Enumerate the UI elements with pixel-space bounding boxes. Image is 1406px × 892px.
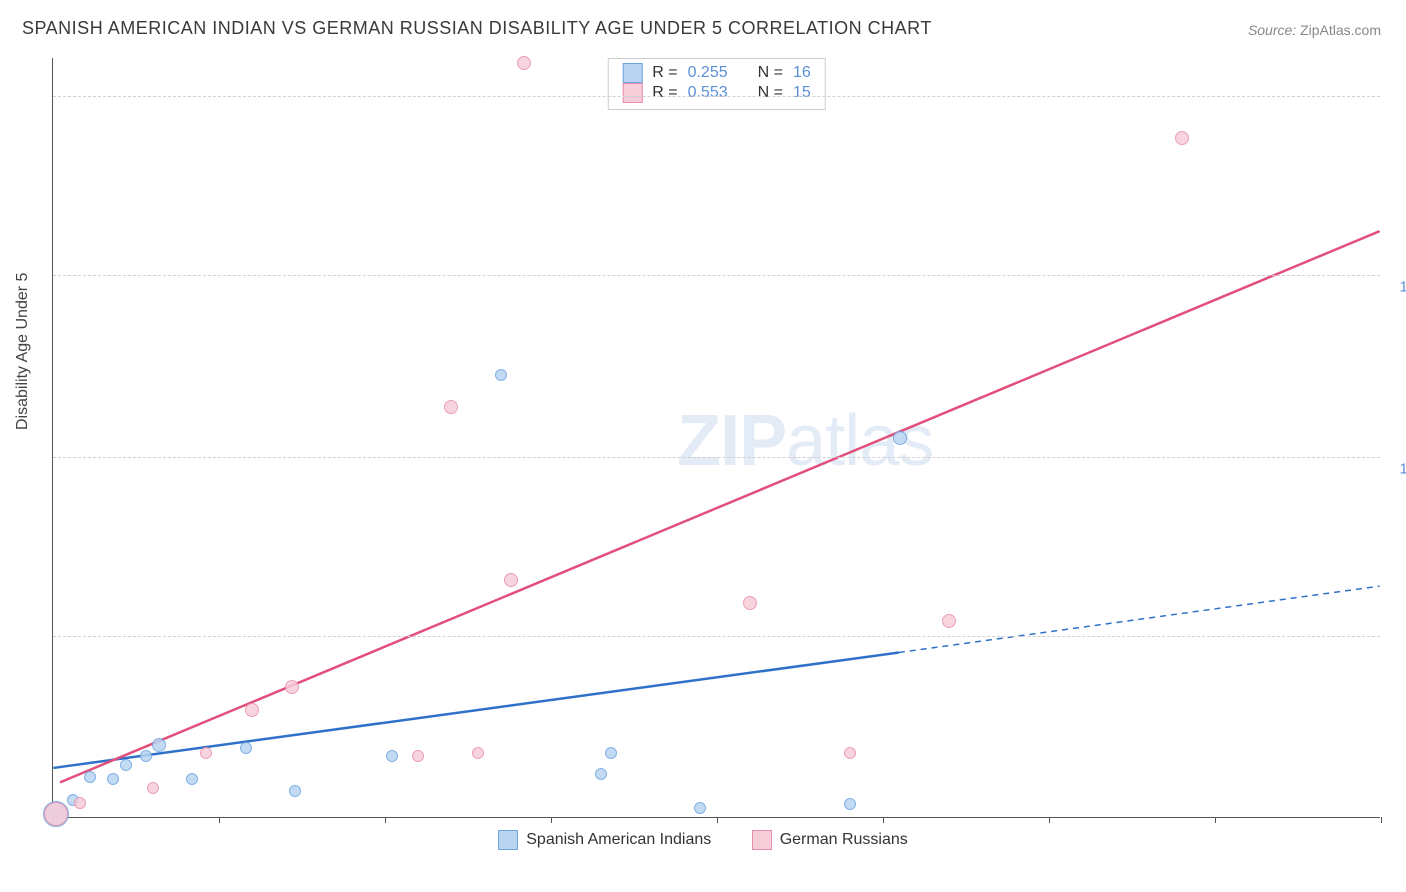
source-label: Source: <box>1248 22 1296 38</box>
data-point <box>386 750 398 762</box>
legend-swatch-1 <box>752 830 772 850</box>
r-value-1: 0.553 <box>688 84 728 102</box>
data-point <box>245 703 259 717</box>
source-value: ZipAtlas.com <box>1300 22 1381 38</box>
x-tick <box>717 817 718 823</box>
data-point <box>694 802 706 814</box>
r-label-0: R = <box>652 64 677 82</box>
x-tick <box>551 817 552 823</box>
data-point <box>893 431 907 445</box>
data-point <box>444 400 458 414</box>
legend-swatch-0 <box>498 830 518 850</box>
data-point <box>743 596 757 610</box>
n-value-0: 16 <box>793 64 811 82</box>
data-point <box>517 56 531 70</box>
legend-row-series-0: R = 0.255 N = 16 <box>622 63 811 83</box>
grid-line <box>53 636 1380 637</box>
data-point <box>44 802 68 826</box>
plot-area: ZIPatlas R = 0.255 N = 16 R = 0.553 N = … <box>52 58 1380 818</box>
data-point <box>107 773 119 785</box>
data-point <box>1175 131 1189 145</box>
x-tick <box>883 817 884 823</box>
data-point <box>140 750 152 762</box>
swatch-series-0 <box>622 63 642 83</box>
data-point <box>285 680 299 694</box>
grid-line <box>53 275 1380 276</box>
legend-row-series-1: R = 0.553 N = 15 <box>622 83 811 103</box>
x-tick <box>219 817 220 823</box>
source-attribution: Source: ZipAtlas.com <box>1248 22 1381 38</box>
grid-line <box>53 457 1380 458</box>
n-label-0: N = <box>758 64 783 82</box>
data-point <box>504 573 518 587</box>
data-point <box>200 747 212 759</box>
data-point <box>74 797 86 809</box>
n-label-1: N = <box>758 84 783 102</box>
data-point <box>472 747 484 759</box>
data-point <box>844 747 856 759</box>
x-tick <box>1215 817 1216 823</box>
data-point <box>605 747 617 759</box>
data-point <box>120 759 132 771</box>
x-tick <box>385 817 386 823</box>
y-axis-label: Disability Age Under 5 <box>14 273 32 430</box>
watermark-atlas: atlas <box>786 401 933 481</box>
legend-label-0: Spanish American Indians <box>526 831 711 849</box>
data-point <box>844 798 856 810</box>
watermark-zip: ZIP <box>677 401 786 481</box>
data-point <box>942 614 956 628</box>
legend-series-names: Spanish American Indians German Russians <box>0 830 1406 855</box>
trend-line <box>60 231 1380 782</box>
swatch-series-1 <box>622 83 642 103</box>
chart-title: SPANISH AMERICAN INDIAN VS GERMAN RUSSIA… <box>22 18 932 39</box>
y-tick-label: 12.5% <box>1399 460 1406 477</box>
data-point <box>152 738 166 752</box>
data-point <box>289 785 301 797</box>
legend-r-n-box: R = 0.255 N = 16 R = 0.553 N = 15 <box>607 58 826 110</box>
legend-label-1: German Russians <box>780 831 908 849</box>
data-point <box>186 773 198 785</box>
r-label-1: R = <box>652 84 677 102</box>
x-tick <box>1049 817 1050 823</box>
data-point <box>147 782 159 794</box>
trend-line-extrapolated <box>899 586 1380 652</box>
legend-item-1: German Russians <box>752 830 908 850</box>
x-tick <box>1381 817 1382 823</box>
r-value-0: 0.255 <box>688 64 728 82</box>
grid-line <box>53 96 1380 97</box>
data-point <box>495 369 507 381</box>
data-point <box>595 768 607 780</box>
n-value-1: 15 <box>793 84 811 102</box>
y-tick-label: 18.8% <box>1399 278 1406 295</box>
data-point <box>84 771 96 783</box>
data-point <box>412 750 424 762</box>
data-point <box>240 742 252 754</box>
legend-item-0: Spanish American Indians <box>498 830 711 850</box>
